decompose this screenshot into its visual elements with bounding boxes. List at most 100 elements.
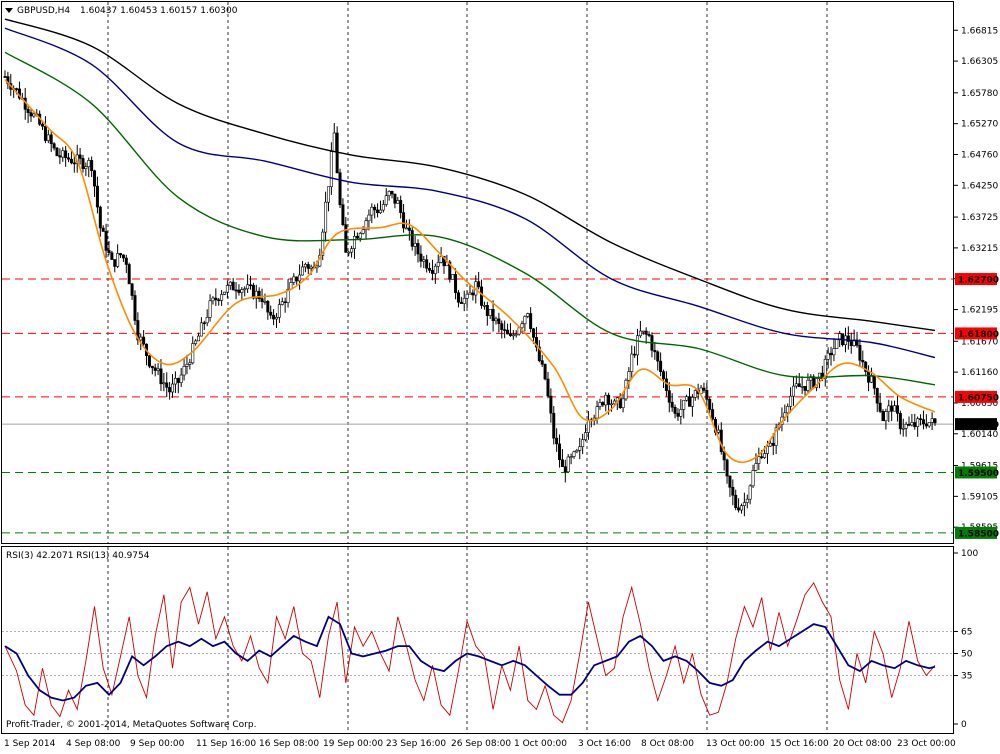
candle-bear <box>673 406 677 414</box>
current-price-box <box>955 418 997 431</box>
rsi13-line <box>4 615 936 702</box>
candle-bull <box>575 450 579 453</box>
candle-bull <box>791 385 795 397</box>
candle-bull <box>350 248 354 253</box>
level-price-box <box>955 526 997 539</box>
price-tick-label: 1.63725 <box>961 213 998 223</box>
candle-bear <box>202 322 206 325</box>
candle-bull <box>332 132 336 152</box>
candle-bear <box>537 346 541 361</box>
time-tick-label: 19 Sep 00:00 <box>323 739 383 749</box>
candle-bull <box>179 374 183 383</box>
candle-bear <box>560 459 564 468</box>
candle-bull <box>610 403 614 406</box>
candle-bear <box>419 253 423 262</box>
candle-bear <box>67 157 71 160</box>
current-price-label: 1.60300 <box>958 421 999 431</box>
candle-bull <box>901 427 905 430</box>
candle-bear <box>168 387 172 393</box>
candle-bear <box>659 360 663 372</box>
candle-bull <box>468 292 472 295</box>
candle-bear <box>29 112 33 117</box>
candle-bull <box>927 422 931 427</box>
candle-bear <box>119 253 123 256</box>
candle-bear <box>872 376 876 389</box>
candle-bear <box>503 329 507 331</box>
candle-bull <box>286 288 290 303</box>
candle-bear <box>390 191 394 195</box>
candle-bull <box>699 387 703 394</box>
candle-bull <box>116 253 120 267</box>
candle-bull <box>716 429 720 433</box>
candle-bear <box>454 274 458 294</box>
candle-bear <box>506 329 510 335</box>
candle-bear <box>425 259 429 269</box>
candle-bull <box>794 383 798 387</box>
candle-bear <box>653 350 657 353</box>
candle-bear <box>93 170 97 187</box>
candle-bear <box>725 459 729 477</box>
candle-bear <box>858 345 862 361</box>
candle-bull <box>482 304 486 307</box>
candle-bear <box>607 394 611 405</box>
price-tick-label: 1.65270 <box>961 120 998 130</box>
candle-bull <box>220 294 224 301</box>
candle-bull <box>387 191 391 196</box>
candle-bear <box>711 409 715 420</box>
price-tick-label: 1.62195 <box>961 306 998 316</box>
price-tick-label: 1.66815 <box>961 26 998 36</box>
candle-bear <box>803 386 807 391</box>
ma_orange-line <box>4 78 936 464</box>
candle-bear <box>737 507 741 511</box>
candle-bull <box>887 405 891 412</box>
candle-bull <box>832 348 836 356</box>
candle-bear <box>913 422 917 427</box>
candle-bear <box>924 423 928 427</box>
candle-bear <box>251 284 255 299</box>
candle-bear <box>563 466 567 473</box>
candle-bull <box>578 446 582 451</box>
candle-bear <box>552 412 556 439</box>
candle-bull <box>511 334 515 337</box>
price-tick-label: 1.59105 <box>961 492 998 502</box>
candle-bear <box>113 259 117 267</box>
time-tick-label: 20 Oct 08:00 <box>833 739 892 749</box>
candle-bear <box>555 437 559 445</box>
candle-bull <box>638 330 642 337</box>
candle-bull <box>303 264 307 268</box>
candle-bear <box>895 405 899 414</box>
candle-bear <box>477 281 481 288</box>
candle-bear <box>55 147 59 157</box>
candle-bull <box>682 399 686 410</box>
candle-bear <box>601 402 605 406</box>
candle-bear <box>344 224 348 253</box>
candle-bear <box>373 206 377 211</box>
collapse-triangle-icon[interactable] <box>5 8 13 13</box>
price-tick-label: 1.64250 <box>961 181 998 191</box>
candle-bear <box>667 390 671 403</box>
candle-bear <box>898 413 902 430</box>
candle-bull <box>465 293 469 299</box>
candle-bull <box>800 386 804 388</box>
level-price-label: 1.62700 <box>958 276 999 286</box>
candle-bear <box>497 318 501 324</box>
candle-bull <box>572 451 576 457</box>
candle-bear <box>760 456 764 458</box>
candle-bear <box>341 204 345 225</box>
time-tick-label: 11 Sep 16:00 <box>196 739 256 749</box>
candle-bear <box>260 298 264 302</box>
candle-bull <box>228 281 232 286</box>
candle-bull <box>774 427 778 446</box>
candle-bear <box>248 284 252 287</box>
rsi3-line <box>4 582 936 724</box>
candle-bull <box>254 290 258 299</box>
candle-bear <box>705 390 709 400</box>
candle-bull <box>240 289 244 293</box>
candle-bull <box>274 316 278 320</box>
candle-bear <box>147 355 151 367</box>
candle-bear <box>890 405 894 412</box>
candle-bear <box>430 270 434 274</box>
candle-bear <box>491 309 495 322</box>
candle-bull <box>584 432 588 440</box>
candle-bull <box>627 371 631 381</box>
